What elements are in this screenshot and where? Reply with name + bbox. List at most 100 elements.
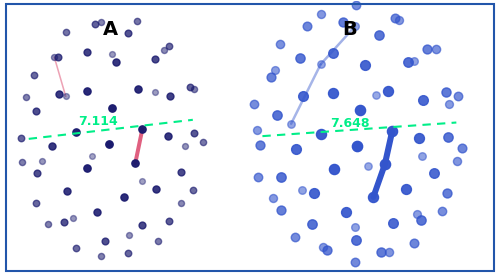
Point xyxy=(390,16,398,20)
Point xyxy=(303,23,311,28)
Point xyxy=(418,98,426,102)
Point xyxy=(402,187,410,191)
Point xyxy=(350,224,358,229)
Point xyxy=(351,260,359,265)
Point xyxy=(287,122,295,126)
Point xyxy=(50,55,58,59)
Point xyxy=(342,210,350,214)
Point xyxy=(298,94,306,98)
Point xyxy=(165,44,173,48)
Point xyxy=(329,91,337,95)
Point xyxy=(138,222,146,227)
Point xyxy=(97,20,105,24)
Point xyxy=(410,241,418,246)
Point xyxy=(361,62,369,67)
Point xyxy=(292,147,300,151)
Point xyxy=(18,160,25,164)
Point xyxy=(351,24,359,29)
Point xyxy=(151,90,159,95)
Point xyxy=(190,87,198,91)
Point xyxy=(30,73,38,77)
Point xyxy=(430,171,438,175)
Point xyxy=(278,175,285,179)
Point xyxy=(272,113,280,117)
Point xyxy=(375,32,383,37)
Text: B: B xyxy=(342,20,357,39)
Point xyxy=(101,239,109,243)
Point xyxy=(458,146,466,150)
Point xyxy=(444,135,452,139)
Point xyxy=(276,42,283,46)
Point xyxy=(38,159,46,163)
Point xyxy=(316,62,324,67)
Text: 7.648: 7.648 xyxy=(330,117,369,130)
Point xyxy=(97,254,105,258)
Point xyxy=(62,94,70,99)
Point xyxy=(352,237,360,242)
Point xyxy=(166,94,174,98)
Point xyxy=(404,60,411,65)
Point xyxy=(72,246,80,250)
Point xyxy=(438,209,446,213)
Point xyxy=(267,75,275,79)
Point xyxy=(134,86,142,91)
Point xyxy=(181,144,189,148)
Point xyxy=(48,144,56,148)
Point xyxy=(310,191,318,195)
Point xyxy=(199,140,207,144)
Point xyxy=(388,129,396,133)
Point xyxy=(72,130,80,134)
Point xyxy=(17,135,25,140)
Point xyxy=(416,136,424,141)
Point xyxy=(104,142,112,147)
Point xyxy=(62,189,70,194)
Point xyxy=(418,217,426,222)
Point xyxy=(318,12,326,16)
Point xyxy=(352,3,360,7)
Point xyxy=(256,142,264,147)
Point xyxy=(269,196,277,201)
Point xyxy=(178,170,186,174)
Text: 7.114: 7.114 xyxy=(78,115,118,128)
Point xyxy=(445,102,453,107)
Point xyxy=(164,134,172,138)
Point xyxy=(370,195,378,199)
Point xyxy=(190,131,198,136)
Point xyxy=(44,222,52,226)
Point xyxy=(444,190,452,195)
Point xyxy=(54,55,62,59)
Point xyxy=(124,251,132,255)
Point xyxy=(132,161,140,165)
Point xyxy=(108,51,116,56)
Point xyxy=(356,108,364,112)
Point xyxy=(112,60,120,65)
Point xyxy=(378,250,386,254)
Point xyxy=(389,221,397,225)
Point xyxy=(68,216,76,220)
Point xyxy=(160,47,168,52)
Point xyxy=(252,127,260,132)
Point xyxy=(442,90,450,94)
Point xyxy=(138,127,146,131)
Point xyxy=(56,91,64,96)
Point xyxy=(330,167,338,171)
Point xyxy=(152,187,160,191)
Point xyxy=(32,109,40,114)
Point xyxy=(372,93,380,97)
Point xyxy=(120,195,128,199)
Point xyxy=(84,50,92,54)
Point xyxy=(454,94,462,98)
Point xyxy=(453,159,461,163)
Point xyxy=(298,188,306,192)
Point xyxy=(83,165,91,170)
Point xyxy=(32,200,40,205)
Point xyxy=(93,210,101,214)
Point xyxy=(276,207,284,212)
Point xyxy=(83,89,91,93)
Point xyxy=(323,248,331,252)
Point xyxy=(381,162,389,166)
Point xyxy=(188,188,196,192)
Point xyxy=(125,233,133,238)
Point xyxy=(423,47,431,51)
Point xyxy=(178,200,186,205)
